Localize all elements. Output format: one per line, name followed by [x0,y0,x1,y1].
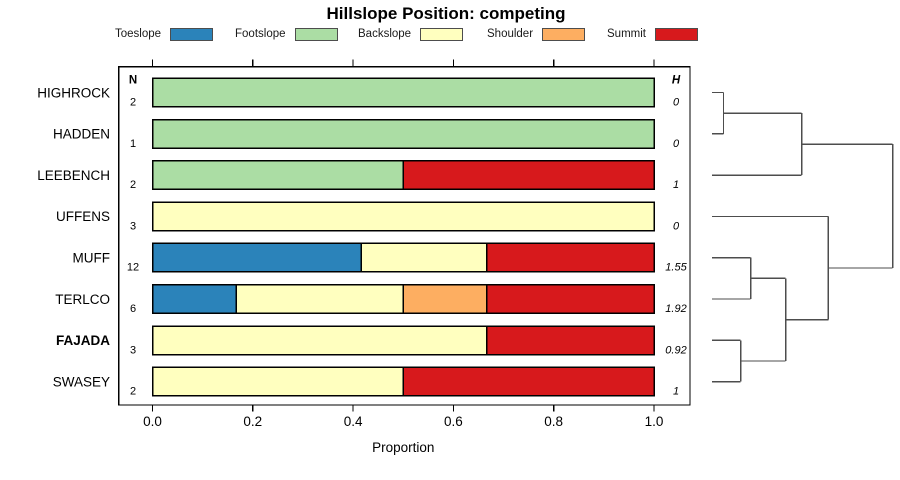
bar-segment-summit [486,325,655,356]
legend-swatch-footslope [294,27,338,41]
h-value: 0 [673,97,680,109]
x-tick-label: 0.2 [243,414,262,429]
legend-swatch-summit [654,27,698,41]
bar-segment-backslope [360,242,488,273]
x-axis-label: Proportion [372,440,434,455]
bar-segment-summit [402,366,655,397]
legend-swatch-backslope [420,27,464,41]
bar-segment-summit [486,242,655,273]
legend-item-backslope: Backslope [358,26,464,42]
row-label: HIGHROCK [37,85,110,100]
bar-segment-footslope [151,77,655,108]
legend-item-toeslope: Toeslope [115,26,214,42]
bar-segment-toeslope [151,284,237,314]
x-tick-label: 0.8 [544,414,563,429]
x-tick-label: 0.4 [344,414,363,429]
bar-row-uffens: UFFENS 3 0 [56,201,680,232]
row-label: HADDEN [53,127,110,142]
bar-row-terlco: TERLCO 6 1.92 [55,284,687,315]
chart-title: Hillslope Position: competing [326,4,566,23]
n-column-header: N [129,75,137,87]
plot-frame [118,59,691,412]
n-value: 12 [127,262,139,274]
n-value: 2 [130,97,136,109]
bar-segment-shoulder [402,284,488,314]
x-tick-label: 0.0 [143,414,162,429]
n-value: 3 [130,344,136,356]
bar-segment-footslope [151,160,404,191]
x-tick-label: 1.0 [645,414,664,429]
h-value: 1 [673,386,679,398]
legend-label: Summit [607,28,646,40]
row-label: TERLCO [55,292,110,307]
bar-segment-summit [486,284,655,314]
n-value: 1 [130,138,136,150]
row-label: SWASEY [53,374,110,389]
row-label: LEEBENCH [37,168,110,183]
legend-label: Footslope [235,28,286,40]
bar-row-fajada: FAJADA 3 0.92 [56,325,687,356]
bar-segment-backslope [151,325,488,356]
bar-row-leebench: LEEBENCH 2 1 [37,160,679,191]
legend-label: Backslope [358,28,412,40]
legend-label: Toeslope [115,28,162,40]
h-value: 1.55 [665,262,687,274]
h-value: 1.92 [665,303,686,315]
row-label: MUFF [73,251,111,266]
bar-segment-toeslope [151,242,363,273]
legend-label: Shoulder [487,28,534,40]
n-value: 6 [130,303,136,315]
bar-segment-backslope [151,366,404,397]
row-label: UFFENS [56,209,110,224]
bar-row-muff: MUFF 12 1.55 [73,242,688,274]
bar-row-swasey: SWASEY 2 1 [53,366,679,398]
bar-segment-backslope [235,284,404,314]
legend-item-shoulder: Shoulder [487,26,586,42]
n-value: 2 [130,386,136,398]
n-value: 2 [130,179,136,191]
h-column-header: H [672,75,681,87]
h-value: 1 [673,179,679,191]
n-value: 3 [130,220,136,232]
row-label: FAJADA [56,333,110,348]
plot-box [118,66,691,406]
legend-swatch-toeslope [170,27,214,41]
dendrogram [712,91,894,383]
h-value: 0 [673,220,680,232]
bar-segment-summit [402,160,655,191]
x-tick-label: 0.6 [444,414,463,429]
bar-segment-footslope [151,118,655,149]
h-value: 0 [673,138,680,150]
bar-row-hadden: HADDEN 1 0 [53,118,680,150]
legend-item-summit: Summit [607,26,698,42]
bar-segment-backslope [151,201,655,232]
h-value: 0.92 [665,344,686,356]
legend-item-footslope: Footslope [235,26,338,42]
legend-swatch-shoulder [542,27,586,41]
legend: Toeslope Footslope Backslope Shoulder Summit [0,26,900,44]
bar-row-highrock: HIGHROCK 2 0 [37,77,680,109]
